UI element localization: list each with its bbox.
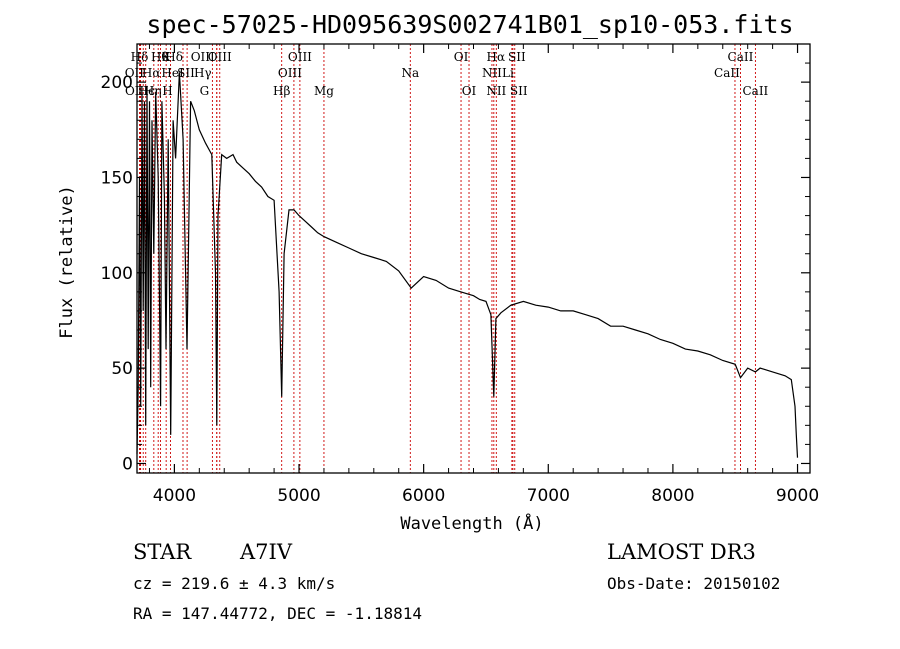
chart-title: spec-57025-HD095639S002741B01_sp10-053.f… xyxy=(146,10,793,39)
spectral-line-label: OII xyxy=(125,84,145,98)
spectral-line-label: CaII xyxy=(742,84,768,98)
object-class: STAR xyxy=(133,540,192,564)
x-tick-label: 5000 xyxy=(277,486,320,506)
spectral-line-label: Hγ xyxy=(194,66,212,80)
redshift-velocity: cz = 219.6 ± 4.3 km/s xyxy=(133,574,335,593)
spectral-line-label: H xyxy=(162,84,172,98)
y-axis-label: Flux (relative) xyxy=(57,185,77,339)
y-tick-label: 50 xyxy=(111,359,133,379)
observation-date: Obs-Date: 20150102 xyxy=(607,574,780,593)
spectral-line-label: G xyxy=(200,84,210,98)
spectral-line-label: NII xyxy=(486,84,506,98)
spectral-line-label: OI xyxy=(454,50,469,64)
x-tick-label: 7000 xyxy=(527,486,570,506)
spectral-line-label: Hη xyxy=(144,84,162,98)
spectral-line-label: SII xyxy=(177,66,195,80)
spectral-line-label: OIII xyxy=(288,50,312,64)
spectral-line-label: Mg xyxy=(314,84,334,98)
plot-frame xyxy=(136,43,811,474)
spectral-line-label: NII xyxy=(482,66,502,80)
spectral-line-label: OIII xyxy=(191,50,215,64)
spectral-line-label: Hβ xyxy=(273,84,290,98)
y-tick-label: 0 xyxy=(122,454,133,474)
spectral-line-label: Hα xyxy=(487,50,506,64)
spectral-line-label: Hδ xyxy=(131,50,149,64)
spectral-line-label: CaII xyxy=(714,66,740,80)
spectral-line-label: Na xyxy=(401,66,419,80)
x-tick-label: 9000 xyxy=(776,486,819,506)
y-axis-ticks: 0 50 100 150 200 xyxy=(101,43,810,474)
spectral-line-label: CaII xyxy=(728,50,754,64)
survey-name: LAMOST DR3 xyxy=(607,540,756,564)
spectral-line-label: SII xyxy=(510,84,528,98)
spectral-line-label: K xyxy=(162,50,172,64)
x-axis-ticks: 4000 5000 6000 7000 8000 9000 xyxy=(148,44,819,506)
spectral-line-label: SII xyxy=(508,50,526,64)
spectrum-line xyxy=(136,72,799,458)
x-axis-label: Wavelength (Å) xyxy=(400,512,543,534)
spectral-line-label: Hθ xyxy=(151,50,169,64)
spectral-line-label: OII xyxy=(125,66,145,80)
spectral-line-label: HeI xyxy=(161,66,184,80)
spectral-line-markers xyxy=(139,44,756,473)
y-tick-label: 150 xyxy=(101,168,133,188)
x-tick-label: 6000 xyxy=(402,486,445,506)
spectral-line-label: OI xyxy=(462,84,477,98)
x-tick-label: 4000 xyxy=(153,486,196,506)
y-tick-label: 200 xyxy=(101,73,133,93)
x-tick-label: 8000 xyxy=(651,486,694,506)
spectral-line-label: OIII xyxy=(208,50,232,64)
spectral-line-label: Li xyxy=(502,66,514,80)
spectral-line-label: Hα xyxy=(142,66,161,80)
coordinates: RA = 147.44772, DEC = -1.18814 xyxy=(133,604,422,623)
spectral-line-label: OIII xyxy=(278,66,302,80)
spectral-subclass: A7IV xyxy=(239,540,293,564)
y-tick-label: 100 xyxy=(101,264,133,284)
spectral-line-label: Hδ xyxy=(165,50,183,64)
